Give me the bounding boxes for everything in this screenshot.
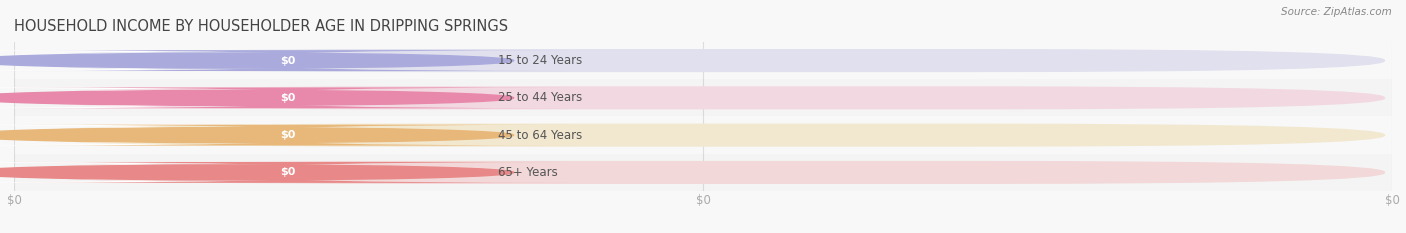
Text: $0: $0 bbox=[281, 168, 295, 177]
FancyBboxPatch shape bbox=[4, 162, 572, 183]
Text: $0: $0 bbox=[281, 56, 295, 65]
FancyBboxPatch shape bbox=[0, 87, 382, 108]
Text: Source: ZipAtlas.com: Source: ZipAtlas.com bbox=[1281, 7, 1392, 17]
Text: $0: $0 bbox=[281, 93, 295, 103]
FancyBboxPatch shape bbox=[4, 125, 572, 146]
FancyBboxPatch shape bbox=[0, 50, 382, 71]
Text: 15 to 24 Years: 15 to 24 Years bbox=[498, 54, 582, 67]
Circle shape bbox=[0, 165, 513, 180]
Circle shape bbox=[0, 53, 513, 68]
Text: 45 to 64 Years: 45 to 64 Years bbox=[498, 129, 582, 142]
Bar bbox=[14, 42, 1392, 79]
Bar bbox=[14, 154, 1392, 191]
FancyBboxPatch shape bbox=[21, 49, 1385, 72]
FancyBboxPatch shape bbox=[0, 162, 382, 183]
FancyBboxPatch shape bbox=[0, 125, 382, 146]
Text: HOUSEHOLD INCOME BY HOUSEHOLDER AGE IN DRIPPING SPRINGS: HOUSEHOLD INCOME BY HOUSEHOLDER AGE IN D… bbox=[14, 19, 508, 34]
Text: 65+ Years: 65+ Years bbox=[498, 166, 557, 179]
Bar bbox=[14, 79, 1392, 116]
FancyBboxPatch shape bbox=[21, 86, 1385, 110]
FancyBboxPatch shape bbox=[21, 123, 1385, 147]
Text: $0: $0 bbox=[281, 130, 295, 140]
FancyBboxPatch shape bbox=[21, 161, 1385, 184]
FancyBboxPatch shape bbox=[4, 50, 572, 71]
Text: 25 to 44 Years: 25 to 44 Years bbox=[498, 91, 582, 104]
Circle shape bbox=[0, 90, 513, 105]
FancyBboxPatch shape bbox=[4, 87, 572, 108]
Circle shape bbox=[0, 128, 513, 143]
Bar bbox=[14, 116, 1392, 154]
